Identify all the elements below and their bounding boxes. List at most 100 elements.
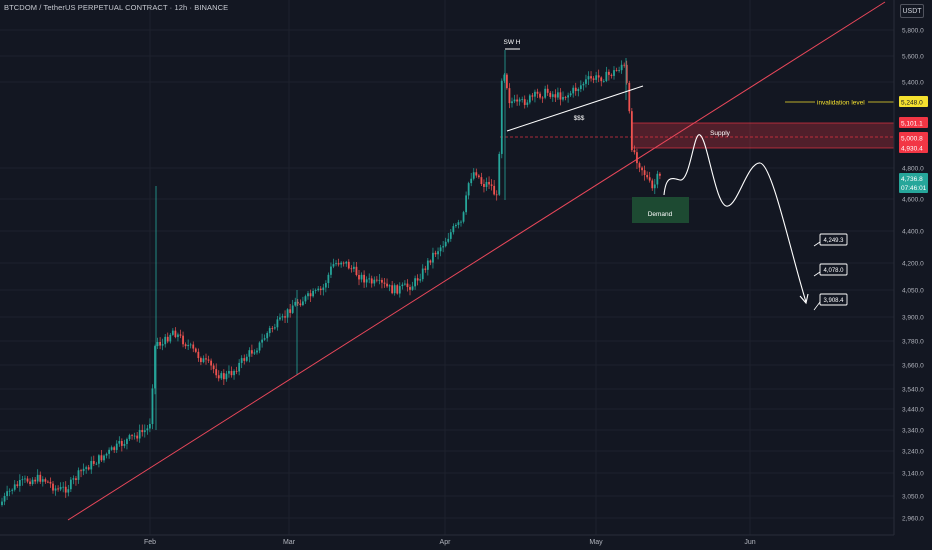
candle-body <box>194 348 197 352</box>
candle-body <box>638 163 641 168</box>
candle-body <box>118 441 121 444</box>
candle <box>577 87 580 97</box>
last-price-label: 4,736.8 07:46:01 <box>899 173 928 193</box>
candle <box>120 438 123 452</box>
price-tick-label: 4,400.0 <box>902 229 924 236</box>
candle <box>521 96 524 103</box>
candle-body <box>432 252 434 263</box>
time-axis: Feb Mar Apr May Jun <box>0 534 894 546</box>
candle <box>460 220 462 227</box>
candle <box>52 480 54 494</box>
candle-body <box>225 373 228 380</box>
candle-body <box>404 283 406 285</box>
candle <box>210 358 212 371</box>
candle <box>128 433 131 441</box>
candle-body <box>585 79 587 84</box>
candle-body <box>332 264 335 267</box>
candle <box>536 88 539 98</box>
price-tick-label: 4,050.0 <box>902 288 924 295</box>
candle <box>498 151 501 196</box>
candle <box>582 81 585 91</box>
candle-body <box>57 488 59 490</box>
candle-body <box>115 443 118 450</box>
candle <box>429 259 432 266</box>
candle <box>562 91 564 102</box>
candle-body <box>595 75 598 80</box>
candle-body <box>141 430 144 433</box>
candle-body <box>80 470 82 472</box>
candle-body <box>388 285 391 287</box>
countdown-text: 07:46:01 <box>901 185 927 192</box>
symbol-title[interactable]: BTCDOM / TetherUS PERPETUAL CONTRACT · 1… <box>4 3 229 12</box>
candle-body <box>648 177 651 181</box>
candle <box>421 264 424 282</box>
candle <box>6 485 8 500</box>
candle <box>628 80 631 114</box>
candle-body <box>24 478 26 480</box>
candle <box>353 261 355 273</box>
candle <box>602 79 605 83</box>
candle-body <box>189 344 192 346</box>
candle <box>200 356 202 366</box>
drawings-layer: SW H $$$ Supply Demand invalidation level 4,2… <box>67 1 894 521</box>
currency-button[interactable]: USDT <box>900 4 924 18</box>
candle-body <box>69 479 72 490</box>
candle-body <box>159 341 161 346</box>
candle-body <box>577 89 580 92</box>
candle-body <box>151 388 154 424</box>
candle <box>110 445 113 451</box>
candle-body <box>508 88 511 104</box>
price-tick-label: 5,600.0 <box>902 54 924 61</box>
candle-body <box>613 70 615 76</box>
candle-body <box>128 435 131 440</box>
price-tick-label: 4,200.0 <box>902 261 924 268</box>
candle-body <box>398 286 401 294</box>
candle-body <box>636 152 638 164</box>
candle <box>342 261 345 267</box>
candle <box>133 432 136 440</box>
candle <box>574 82 577 96</box>
target-pointer <box>813 271 821 277</box>
candle <box>396 284 399 295</box>
candle-body <box>182 335 184 345</box>
candle-body <box>243 358 246 361</box>
candle-body <box>401 284 404 287</box>
candle-body <box>495 194 498 196</box>
candle <box>587 71 590 85</box>
candle <box>406 279 409 292</box>
candle <box>327 272 330 288</box>
price-tick-label: 3,440.0 <box>902 407 924 414</box>
candle <box>414 275 416 290</box>
target-value: 3,908.4 <box>823 298 844 304</box>
candle-body <box>511 101 513 104</box>
candle <box>472 168 475 181</box>
candle <box>16 480 19 488</box>
time-tick-label: May <box>589 539 603 546</box>
candle <box>317 285 320 292</box>
candle-body <box>330 266 332 275</box>
candle-body <box>381 279 383 283</box>
candle <box>36 469 39 484</box>
supply-label: Supply <box>710 130 731 137</box>
time-tick-label: Apr <box>440 539 452 546</box>
candle-body <box>442 246 445 248</box>
candle <box>261 333 263 348</box>
candle-body <box>363 274 365 283</box>
candle-body <box>276 319 279 328</box>
candle <box>600 76 603 87</box>
candle <box>365 276 368 288</box>
candle-body <box>299 303 302 306</box>
candle-body <box>49 481 52 484</box>
candle-body <box>513 99 516 102</box>
candle <box>286 308 289 323</box>
candle-body <box>235 370 238 372</box>
candle <box>383 278 386 288</box>
candle-body <box>52 483 54 491</box>
candle <box>360 272 363 283</box>
candle <box>641 166 643 176</box>
candle-body <box>386 283 388 287</box>
candle <box>618 66 620 73</box>
candle-body <box>279 317 281 320</box>
invalidation-label: invalidation level <box>817 100 865 107</box>
